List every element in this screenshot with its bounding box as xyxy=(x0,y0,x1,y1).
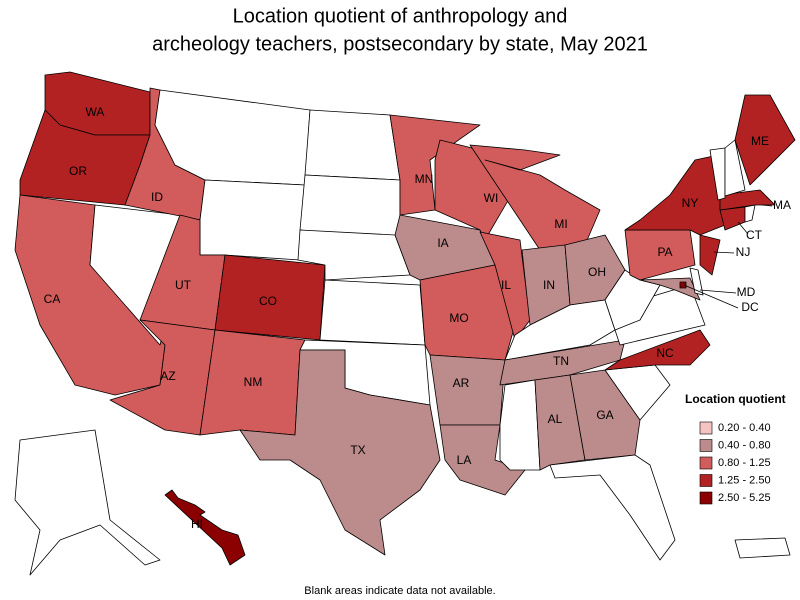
state-shape xyxy=(319,279,426,346)
state-shape xyxy=(569,369,641,461)
legend-label: 1.25 - 2.50 xyxy=(718,474,771,486)
state-shape xyxy=(604,329,711,371)
state-shape xyxy=(299,174,401,241)
state-shape xyxy=(469,144,601,251)
state-label: AL xyxy=(548,412,563,426)
leader-line xyxy=(761,204,773,207)
state-shape xyxy=(719,206,746,231)
legend-label: 2.50 - 5.25 xyxy=(718,492,771,504)
footnote: Blank areas indicate data not available. xyxy=(304,585,495,597)
legend-swatch xyxy=(699,491,713,505)
state-label: NJ xyxy=(736,245,751,259)
legend-label: 0.20 - 0.40 xyxy=(718,422,771,434)
state-shape xyxy=(304,109,401,181)
legend-swatch xyxy=(699,421,713,435)
state-shape xyxy=(549,454,676,561)
state-label: ME xyxy=(751,134,769,148)
state-label: HI xyxy=(191,517,203,531)
state-shape xyxy=(744,204,756,223)
leader-line xyxy=(699,289,737,294)
leader-line xyxy=(683,284,739,309)
title-line: Location quotient of anthropology and xyxy=(233,5,568,27)
state-label: WA xyxy=(86,105,105,119)
state-label: CT xyxy=(746,228,763,242)
state-label: NC xyxy=(656,346,674,360)
state-shape xyxy=(499,379,541,471)
leader-line xyxy=(737,221,749,235)
state-shape xyxy=(679,281,687,289)
legend-swatch xyxy=(699,456,713,470)
state-label: TN xyxy=(553,354,569,368)
state-label: AR xyxy=(453,376,470,390)
state-shape xyxy=(734,94,796,186)
state-shape xyxy=(689,267,704,296)
legend: 0.20 - 0.40 0.40 - 0.80 0.80 - 1.25 1.25 - … xyxy=(699,421,771,505)
state-label: LA xyxy=(457,453,472,467)
title-line: archeology teachers, postsecondary by st… xyxy=(152,33,648,55)
state-label: MD xyxy=(737,285,756,299)
state-label: TX xyxy=(350,443,365,457)
state-label: IA xyxy=(437,236,448,250)
state-label: NY xyxy=(682,196,699,210)
state-shape xyxy=(699,234,721,276)
state-shape xyxy=(624,154,726,236)
state-label: IL xyxy=(501,278,511,292)
state-shape xyxy=(499,339,626,386)
state-label: PA xyxy=(657,245,672,259)
state-shape xyxy=(724,139,746,197)
state-label: OH xyxy=(588,265,606,279)
state-label: MO xyxy=(449,311,468,325)
state-shape xyxy=(239,349,441,556)
state-label: MA xyxy=(773,198,791,212)
leader-lines xyxy=(683,204,773,309)
legend-label: 0.40 - 0.80 xyxy=(718,439,771,451)
state-label: CA xyxy=(44,292,61,306)
legend-title: Location quotient xyxy=(685,392,786,406)
state-label: AZ xyxy=(160,369,175,383)
state-shape xyxy=(14,429,161,576)
state-shape xyxy=(439,424,526,496)
state-label: CO xyxy=(259,294,277,308)
state-label: MI xyxy=(554,217,567,231)
state-label: MN xyxy=(415,172,434,186)
state-label: WI xyxy=(484,191,499,205)
states xyxy=(14,71,796,576)
state-label: GA xyxy=(596,408,613,422)
state-label: NM xyxy=(244,375,263,389)
legend-label: 0.80 - 1.25 xyxy=(718,457,771,469)
state-label: OR xyxy=(69,164,87,178)
leader-line xyxy=(713,251,735,254)
state-shape xyxy=(734,537,791,559)
state-shape xyxy=(164,489,246,566)
legend-swatch xyxy=(699,439,713,452)
legend-swatch xyxy=(699,474,713,487)
state-shape xyxy=(709,147,726,201)
state-label: UT xyxy=(175,278,192,292)
state-label: ID xyxy=(151,190,163,204)
state-label: IN xyxy=(543,278,555,292)
state-shape xyxy=(199,179,306,261)
state-label: DC xyxy=(741,300,759,314)
state-labels: TX IA AR LA IN OH TN AL GA MD CA ID UT AZ NM MN MO WI IL MI… xyxy=(44,105,791,531)
state-shape xyxy=(534,374,586,471)
